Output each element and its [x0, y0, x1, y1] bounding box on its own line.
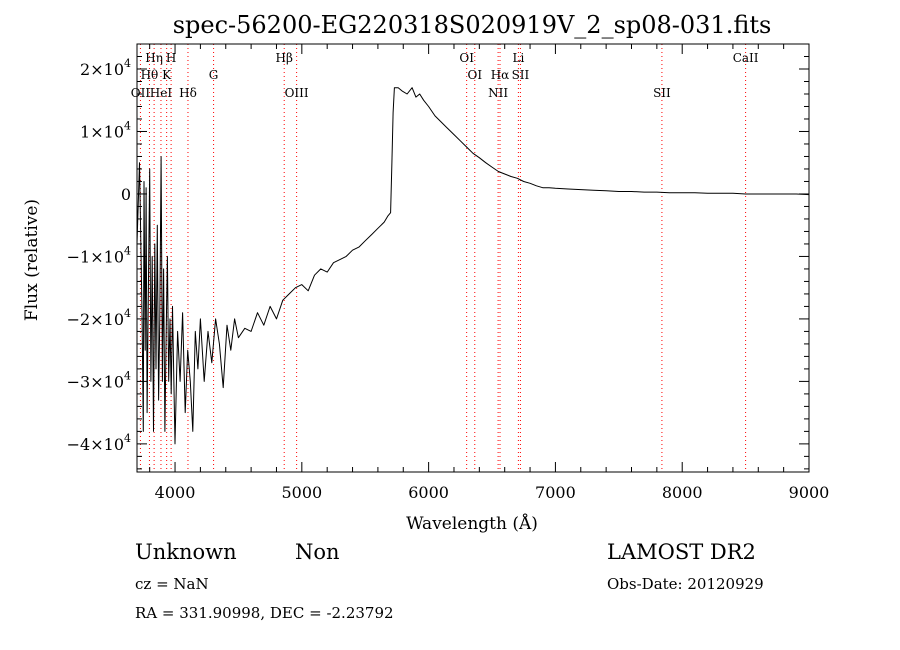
spectrum-chart: spec-56200-EG220318S020919V_2_sp08-031.f…	[22, 11, 830, 534]
ra-dec-coordinates: RA = 331.90998, DEC = -2.23792	[135, 604, 394, 622]
y-tick-label: −4×104	[67, 432, 131, 454]
x-axis-label: Wavelength (Å)	[406, 513, 538, 534]
line-label: Hβ	[276, 51, 293, 65]
x-tick-label: 9000	[789, 483, 830, 502]
y-tick-label: 1×104	[80, 119, 131, 141]
object-class: Unknown	[135, 540, 237, 564]
line-label: OIII	[285, 86, 309, 100]
line-label: NII	[488, 86, 508, 100]
line-label: SII	[653, 86, 671, 100]
x-tick-label: 5000	[281, 483, 322, 502]
x-tick-label: 7000	[535, 483, 576, 502]
observation-date: Obs-Date: 20120929	[607, 575, 764, 593]
y-tick-label: −2×104	[67, 307, 131, 329]
line-label: OII	[131, 86, 151, 100]
x-tick-label: 8000	[662, 483, 703, 502]
line-label: HeI	[150, 86, 173, 100]
y-tick-label: 0	[121, 185, 131, 204]
line-label: Hη	[145, 51, 163, 65]
survey-name: LAMOST DR2	[607, 540, 756, 564]
line-label: OI	[459, 51, 474, 65]
x-tick-label: 4000	[155, 483, 196, 502]
y-axis-label: Flux (relative)	[22, 199, 42, 321]
line-label: Li	[512, 51, 524, 65]
line-label: SII	[512, 68, 530, 82]
line-label: CaII	[733, 51, 759, 65]
redshift-value: cz = NaN	[135, 575, 209, 593]
line-label: Hδ	[179, 86, 197, 100]
y-tick-label: −3×104	[67, 369, 131, 391]
line-label: Hθ	[141, 68, 159, 82]
line-label: H	[166, 51, 176, 65]
spectrum-line	[136, 87, 810, 445]
line-label: Hα	[491, 68, 510, 82]
plot-frame	[136, 43, 810, 473]
axes: 4000 5000 6000 7000 8000 9000 2×104 1×104 0 −1×10…	[67, 43, 830, 502]
line-label: K	[162, 68, 172, 82]
line-markers	[139, 44, 747, 472]
chart-title: spec-56200-EG220318S020919V_2_sp08-031.f…	[173, 11, 772, 39]
line-labels: OII Hη Hθ HK HeI Hδ G Hβ OIII OI OI Hα NII Li SII SII Ca…	[131, 51, 759, 100]
line-label: OI	[467, 68, 482, 82]
object-subclass: Non	[295, 540, 340, 564]
spectrum-series	[136, 87, 810, 445]
line-label: G	[209, 68, 219, 82]
x-tick-label: 6000	[408, 483, 449, 502]
y-tick-label: −1×104	[67, 244, 131, 266]
y-tick-label: 2×104	[80, 57, 131, 79]
